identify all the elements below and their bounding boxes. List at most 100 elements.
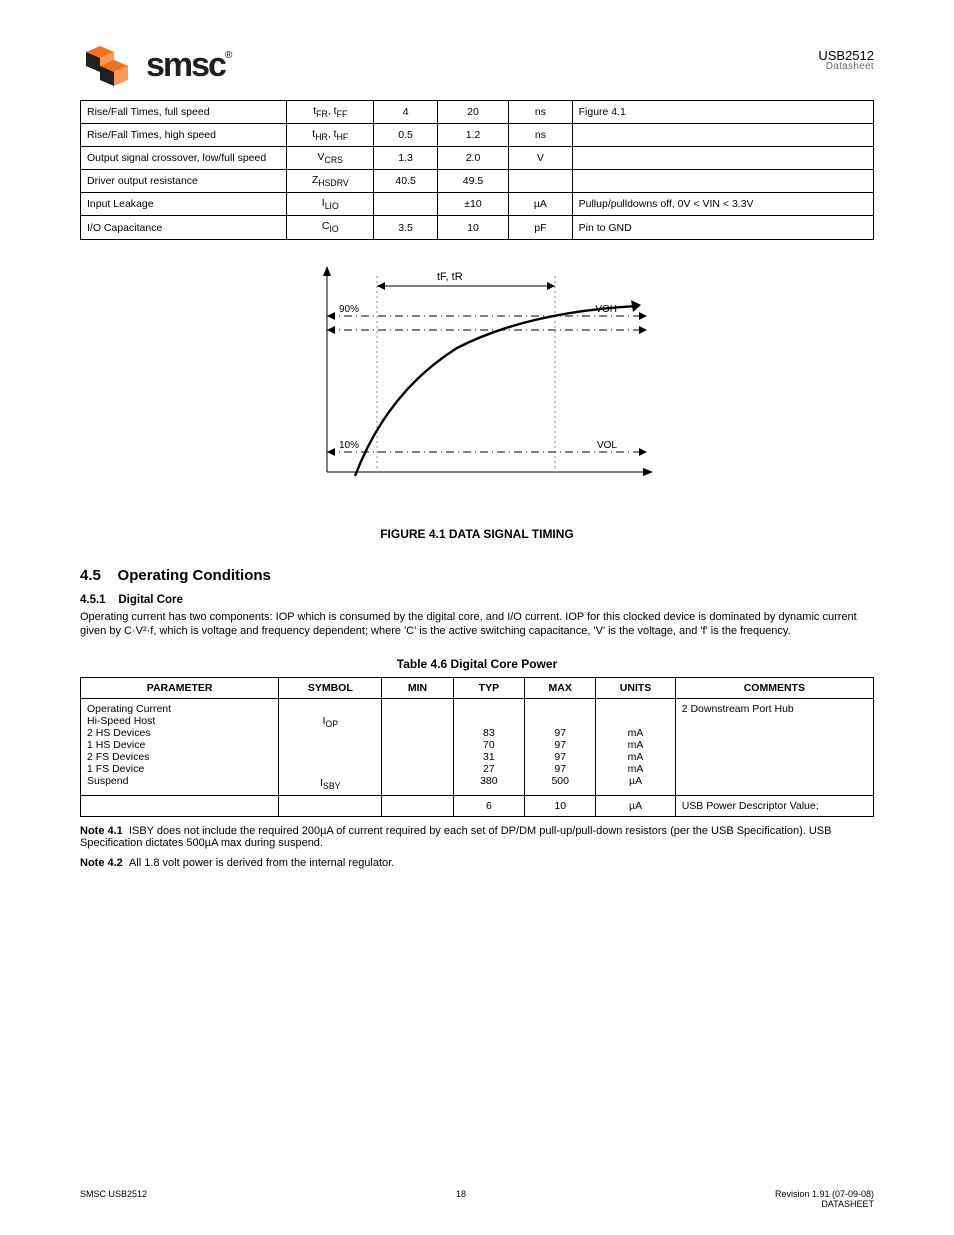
document-id: USB2512 xyxy=(818,40,874,63)
note-label: Note 4.1 xyxy=(80,825,123,837)
logo-mark-icon xyxy=(80,40,140,90)
table-cell: 2.0 xyxy=(437,147,508,170)
table-row: Driver output resistanceZHSDRV40.549.5 xyxy=(81,170,874,193)
table-cell: 0.5 xyxy=(374,124,437,147)
table-cell: Pin to GND xyxy=(572,216,873,239)
label-tf-tr: tF, tR xyxy=(437,271,463,283)
table-cell: 10 xyxy=(437,216,508,239)
table-digital-core-power: PARAMETERSYMBOLMINTYPMAXUNITSCOMMENTS Op… xyxy=(80,677,874,817)
table-row: Operating CurrentHi-Speed Host2 HS Devic… xyxy=(81,699,874,796)
figure-caption: FIGURE 4.1 DATA SIGNAL TIMING xyxy=(80,527,874,541)
table-cell: 40.5 xyxy=(374,170,437,193)
subhead-4-5-1: 4.5.1 Digital Core xyxy=(80,594,874,606)
table-cell: tHR, tHF xyxy=(287,124,374,147)
note-label: Note 4.2 xyxy=(80,857,123,869)
table-cell xyxy=(279,796,382,817)
table-cell: mAmAmAmAµA xyxy=(596,699,675,796)
page-footer: SMSC USB2512 18 Revision 1.91 (07-09-08)… xyxy=(80,1189,874,1209)
table-cell: USB Power Descriptor Value; xyxy=(675,796,873,817)
table-cell xyxy=(572,124,873,147)
table-row: Rise/Fall Times, full speedtFR, tFF420ns… xyxy=(81,101,874,124)
table-header-cell: MAX xyxy=(525,678,596,699)
table-header-cell: TYP xyxy=(453,678,524,699)
datasheet-label: Datasheet xyxy=(818,61,874,72)
table-cell: 83703127380 xyxy=(453,699,524,796)
label-10pct: 10% xyxy=(339,440,359,451)
table-cell xyxy=(382,699,453,796)
table-cell: 3.5 xyxy=(374,216,437,239)
table-header-cell: MIN xyxy=(382,678,453,699)
table-cell: Input Leakage xyxy=(81,193,287,216)
table2-caption: Table 4.6 Digital Core Power xyxy=(80,657,874,671)
body-paragraph: Operating current has two components: IO… xyxy=(80,610,874,640)
table-cell: µA xyxy=(509,193,572,216)
page-header: smsc® USB2512 Datasheet xyxy=(80,40,874,90)
table-cell xyxy=(509,170,572,193)
table-header-cell: SYMBOL xyxy=(279,678,382,699)
table-cell: µA xyxy=(596,796,675,817)
table-cell: ZHSDRV xyxy=(287,170,374,193)
table-header-cell: PARAMETER xyxy=(81,678,279,699)
table-cell: Rise/Fall Times, high speed xyxy=(81,124,287,147)
note-4-2: Note 4.2 All 1.8 volt power is derived f… xyxy=(80,857,874,869)
sub-num: 4.5.1 xyxy=(80,594,106,606)
table-row: I/O CapacitanceCIO3.510pFPin to GND xyxy=(81,216,874,239)
page: smsc® USB2512 Datasheet Rise/Fall Times,… xyxy=(0,0,954,909)
footer-left: SMSC USB2512 xyxy=(80,1189,147,1209)
note-4-1: Note 4.1 ISBY does not include the requi… xyxy=(80,825,874,849)
table-cell: CIO xyxy=(287,216,374,239)
table-row: 610µAUSB Power Descriptor Value; xyxy=(81,796,874,817)
table-cell: 10 xyxy=(525,796,596,817)
table-cell: Driver output resistance xyxy=(81,170,287,193)
table-row: Rise/Fall Times, high speedtHR, tHF0.51.… xyxy=(81,124,874,147)
timing-diagram-icon: tF, tR 90% VOH 10% VOL xyxy=(287,252,667,502)
table-cell xyxy=(382,796,453,817)
table-cell: ns xyxy=(509,101,572,124)
figure-signal-timing: tF, tR 90% VOH 10% VOL FIGURE 4.1 DATA S… xyxy=(80,252,874,541)
table-cell: 20 xyxy=(437,101,508,124)
note-text: ISBY does not include the required 200µA… xyxy=(80,825,831,849)
table-io-characteristics: Rise/Fall Times, full speedtFR, tFF420ns… xyxy=(80,100,874,240)
table-cell: 97979797500 xyxy=(525,699,596,796)
table-cell: Operating CurrentHi-Speed Host2 HS Devic… xyxy=(81,699,279,796)
sub-title: Digital Core xyxy=(118,594,183,606)
note-text: All 1.8 volt power is derived from the i… xyxy=(129,857,394,869)
table-cell: Pullup/pulldowns off, 0V < VIN < 3.3V xyxy=(572,193,873,216)
footer-revision: Revision 1.91 (07-09-08) xyxy=(775,1189,874,1199)
table-cell: 1.2 xyxy=(437,124,508,147)
logo-reg-mark: ® xyxy=(225,50,232,61)
table-row: PARAMETERSYMBOLMINTYPMAXUNITSCOMMENTS xyxy=(81,678,874,699)
table-header-cell: COMMENTS xyxy=(675,678,873,699)
table-cell xyxy=(81,796,279,817)
table-cell: IOP ISBY xyxy=(279,699,382,796)
table-cell: ns xyxy=(509,124,572,147)
table-cell: Figure 4.1 xyxy=(572,101,873,124)
table-cell: 1.3 xyxy=(374,147,437,170)
label-vol: VOL xyxy=(597,440,617,451)
table-cell: 49.5 xyxy=(437,170,508,193)
section-head-4-5: 4.5 Operating Conditions xyxy=(80,567,874,584)
logo-text: smsc xyxy=(146,46,225,84)
table-cell: 2 Downstream Port Hub xyxy=(675,699,873,796)
label-90pct: 90% xyxy=(339,304,359,315)
footer-doc-type: DATASHEET xyxy=(775,1199,874,1209)
table-cell xyxy=(572,147,873,170)
table-cell: I/O Capacitance xyxy=(81,216,287,239)
table-cell: V xyxy=(509,147,572,170)
logo: smsc® xyxy=(80,40,232,90)
table-cell: ILIO xyxy=(287,193,374,216)
table-header-cell: UNITS xyxy=(596,678,675,699)
footer-page-number: 18 xyxy=(147,1189,775,1209)
table-cell: 6 xyxy=(453,796,524,817)
logo-wordmark: smsc® xyxy=(146,46,232,85)
section-num: 4.5 xyxy=(80,567,101,584)
table-cell: ±10 xyxy=(437,193,508,216)
table-cell xyxy=(374,193,437,216)
footer-right: Revision 1.91 (07-09-08) DATASHEET xyxy=(775,1189,874,1209)
table-cell: Output signal crossover, low/full speed xyxy=(81,147,287,170)
table-cell: 4 xyxy=(374,101,437,124)
table-row: Input LeakageILIO ±10µAPullup/pulldowns o… xyxy=(81,193,874,216)
section-title: Operating Conditions xyxy=(118,567,271,584)
header-right: USB2512 Datasheet xyxy=(818,40,874,72)
table-cell: tFR, tFF xyxy=(287,101,374,124)
